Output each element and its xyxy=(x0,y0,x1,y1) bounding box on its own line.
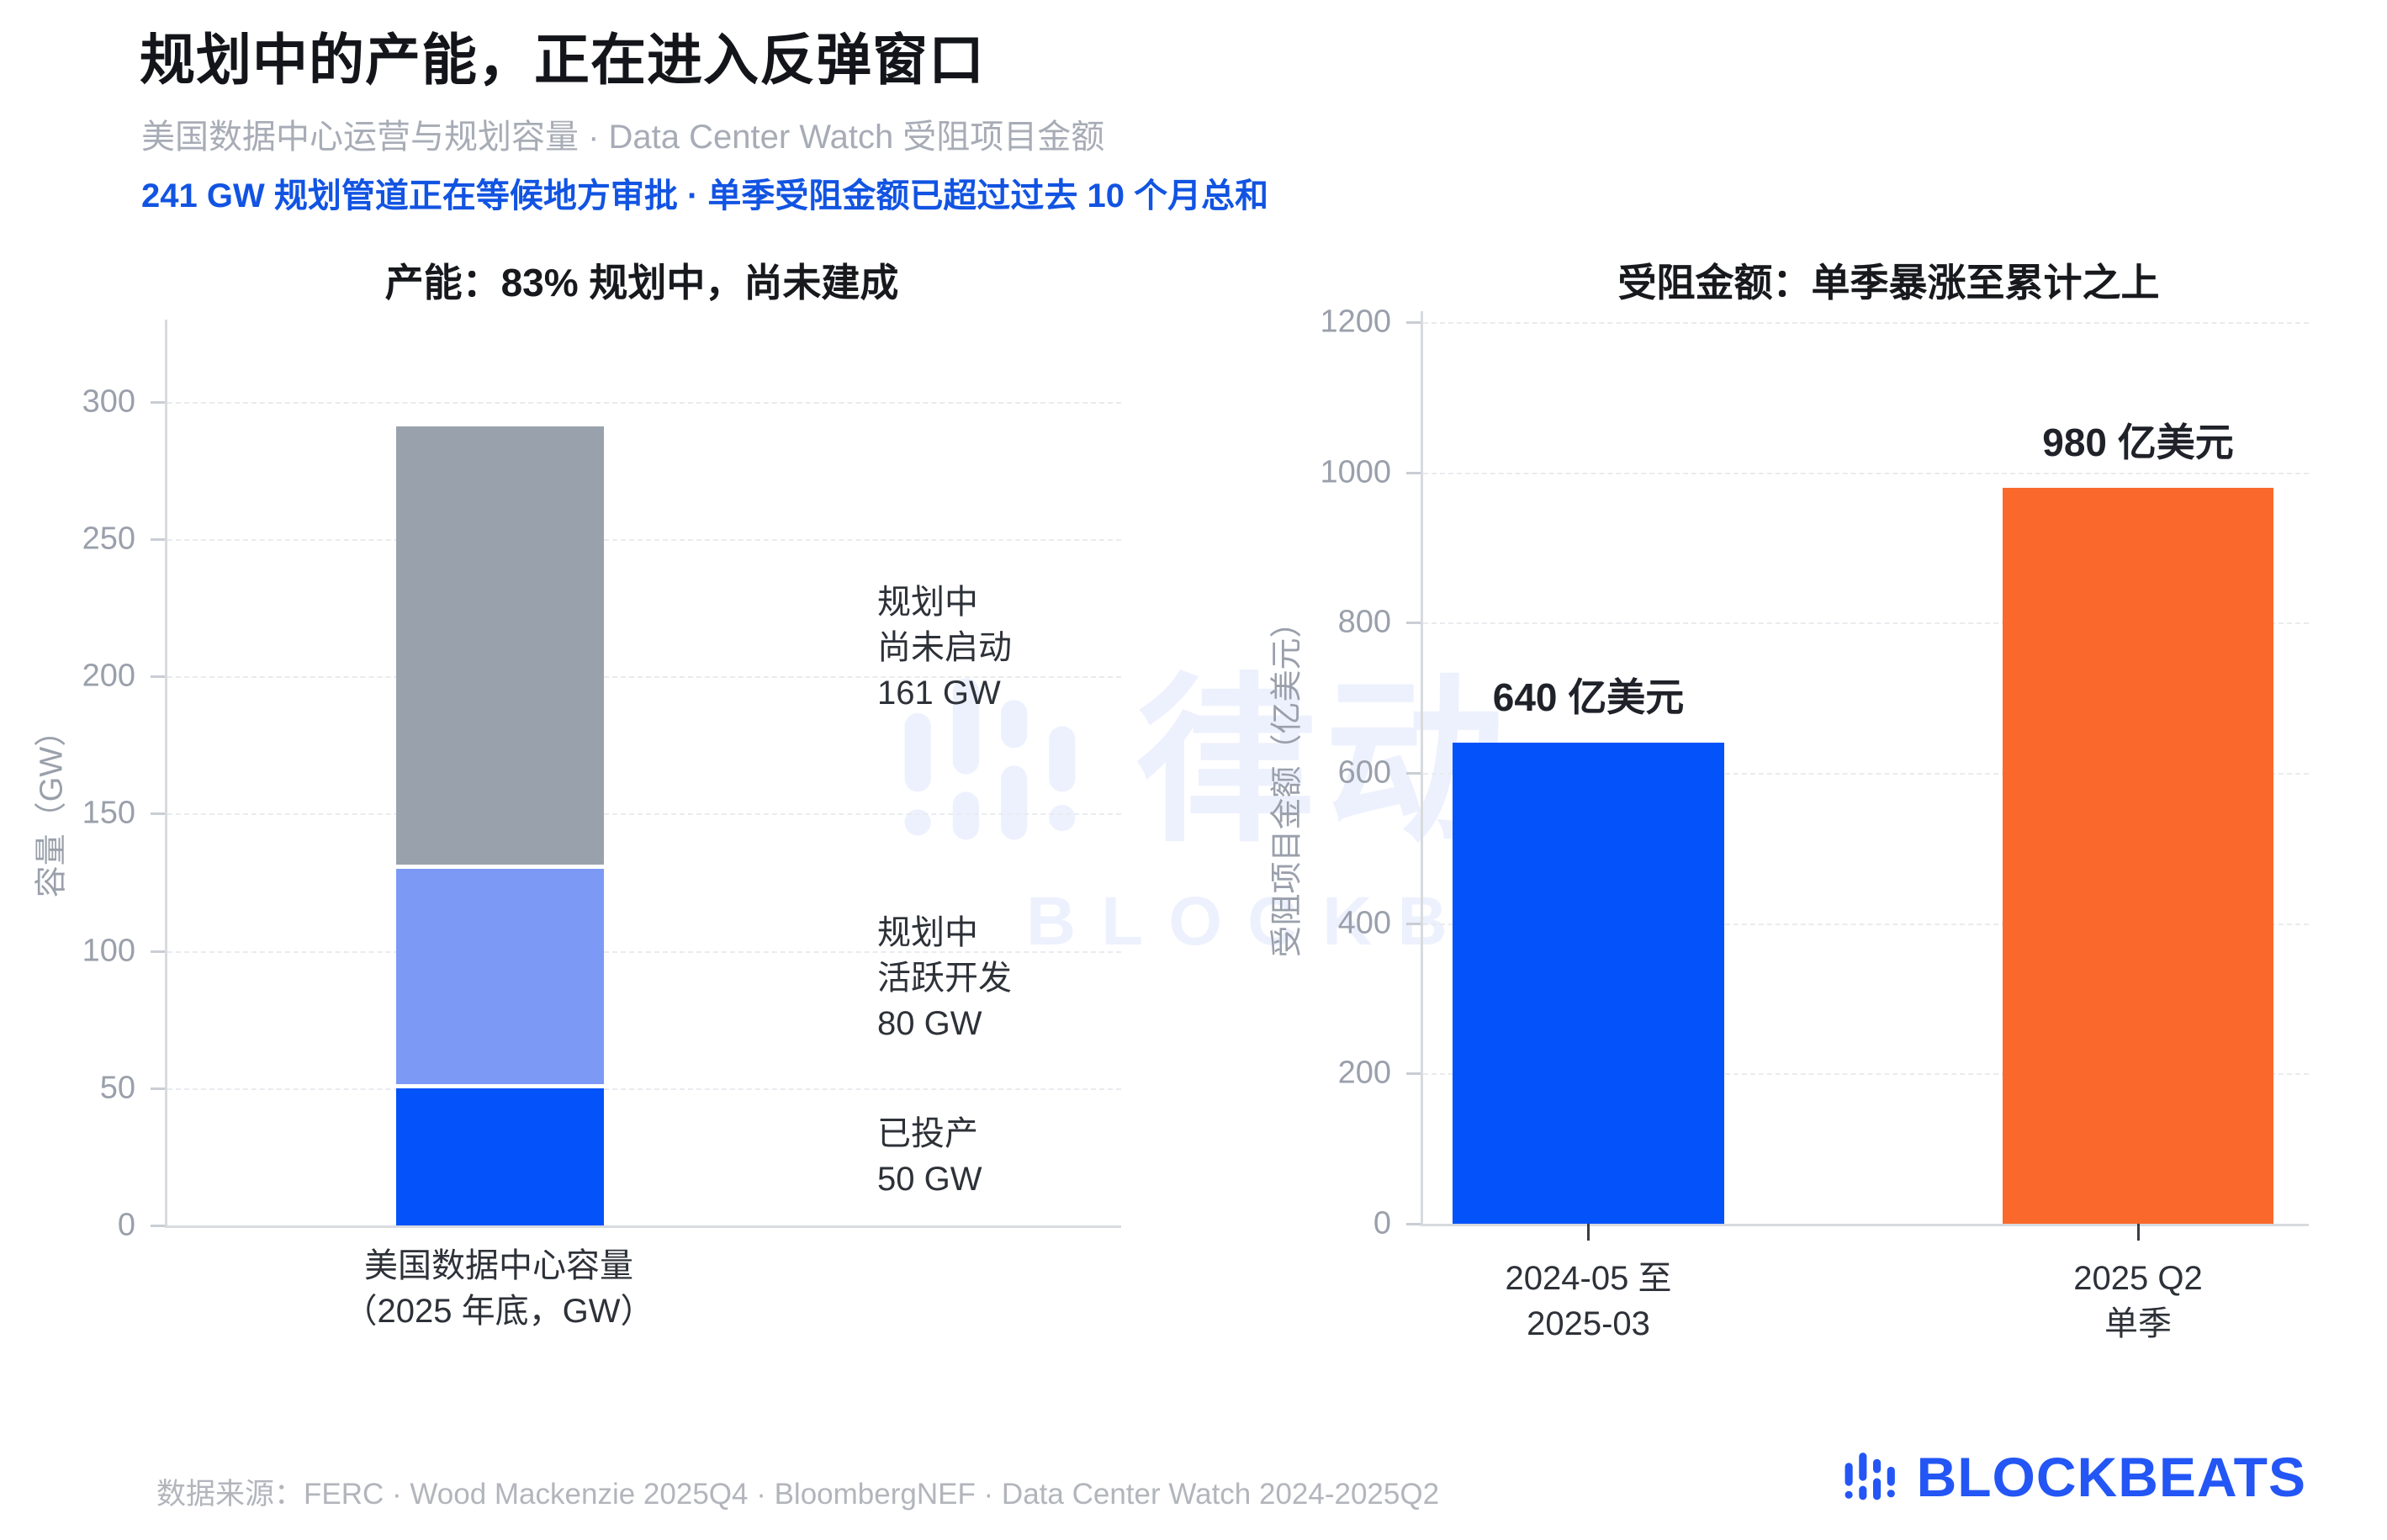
bar-segment-annotation-3: 规划中尚未启动 161 GW xyxy=(877,579,1012,716)
category-line: 2024-05 至 xyxy=(1505,1260,1672,1297)
gridline xyxy=(1423,472,2309,474)
y-axis-tick xyxy=(1406,772,1421,775)
bar-value-label-1: 640 亿美元 xyxy=(1492,675,1685,720)
y-axis-tick-label: 200 xyxy=(82,658,135,694)
gridline xyxy=(167,813,1121,816)
category-line: 单季 xyxy=(2104,1305,2172,1342)
y-axis-tick xyxy=(1406,922,1421,925)
y-axis-tick xyxy=(1406,321,1421,324)
page-subtitle: 美国数据中心运营与规划容量 · Data Center Watch 受阻项目金额 xyxy=(141,119,1105,156)
x-label-line-2: （2025 年底，GW） xyxy=(343,1293,654,1330)
left-chart-title: 产能：83% 规划中，尚未建成 xyxy=(384,261,899,304)
annotation-line: 已投产 xyxy=(877,1115,978,1153)
bar-segment-2 xyxy=(396,868,604,1084)
y-axis-tick-label: 600 xyxy=(1337,754,1391,791)
data-source-text: 数据来源：FERC · Wood Mackenzie 2025Q4 · Bloo… xyxy=(156,1478,1440,1511)
y-axis-tick-label: 800 xyxy=(1337,604,1391,640)
y-axis-tick xyxy=(151,400,165,404)
x-category-label-1: 2024-05 至 2025-03 xyxy=(1395,1256,1782,1347)
y-axis-tick-label: 0 xyxy=(117,1207,135,1243)
annotation-line: 尚未启动 xyxy=(877,629,1012,666)
y-axis-tick-label: 0 xyxy=(1373,1205,1391,1241)
category-line: 2025-03 xyxy=(1527,1305,1650,1342)
gridline xyxy=(167,539,1121,542)
blockbeats-bars-icon xyxy=(1844,1453,1895,1500)
bar-segment-annotation-1: 已投产 50 GW xyxy=(877,1111,982,1202)
left-chart-plot-area: 0 50 100 150 200 250 300 已投产 50 GW 规划中 活跃开发 80 GW 规划… xyxy=(82,320,1121,1243)
x-axis-tick xyxy=(2136,1224,2140,1241)
y-axis-tick-label: 300 xyxy=(82,384,135,420)
left-chart-x-category-label: 美国数据中心容量 （2025 年底，GW） xyxy=(326,1243,671,1334)
blockbeats-logo-text: BLOCKBEATS xyxy=(1916,1446,2306,1508)
y-axis-tick xyxy=(1406,471,1421,474)
y-axis-tick xyxy=(151,1225,165,1227)
gridline xyxy=(167,676,1121,679)
y-axis-tick xyxy=(1406,1223,1421,1225)
annotation-line: 规划中 xyxy=(877,584,978,621)
right-chart-plot-area: 0 200 400 600 800 1000 1200 640 亿美元 2024-05 至 202… xyxy=(1320,304,2309,1342)
gridline xyxy=(167,401,1121,404)
key-insight-text: 241 GW 规划管道正在等候地方审批 · 单季受阻金额已超过过去 10 个月总… xyxy=(141,177,1269,214)
y-axis-tick-label: 50 xyxy=(99,1070,135,1106)
gridline xyxy=(1423,322,2309,324)
x-axis-tick xyxy=(1587,1224,1590,1241)
page-title: 规划中的产能，正在进入反弹窗口 xyxy=(140,29,985,91)
x-category-label-2: 2025 Q2 单季 xyxy=(1945,1256,2331,1347)
gridline xyxy=(1423,622,2309,625)
y-axis-tick-label: 100 xyxy=(82,933,135,969)
bar-segment-annotation-2: 规划中活跃开发 80 GW xyxy=(877,910,1012,1046)
y-axis-tick xyxy=(1406,622,1421,625)
bar-segment-1 xyxy=(396,1088,604,1225)
y-axis-tick-label: 400 xyxy=(1337,905,1391,941)
value-bar-2 xyxy=(2003,487,2273,1224)
y-axis-tick-label: 250 xyxy=(82,521,135,557)
annotation-line: 161 GW xyxy=(877,675,1001,712)
annotation-line: 50 GW xyxy=(877,1161,982,1199)
gridline xyxy=(1423,1073,2309,1076)
bar-segment-3 xyxy=(396,426,604,865)
y-axis-tick xyxy=(151,1087,165,1090)
y-axis-tick xyxy=(1406,1072,1421,1076)
x-label-line-1: 美国数据中心容量 xyxy=(364,1247,633,1284)
annotation-line: 规划中 xyxy=(877,914,978,952)
y-axis-tick xyxy=(151,675,165,679)
annotation-line: 活跃开发 xyxy=(877,960,1012,998)
y-axis-tick-label: 1200 xyxy=(1320,304,1391,340)
annotation-line: 80 GW xyxy=(877,1005,982,1043)
y-axis-tick-label: 1000 xyxy=(1320,454,1391,490)
gridline xyxy=(167,1088,1121,1090)
value-bar-1 xyxy=(1453,743,1724,1224)
category-line: 2025 Q2 xyxy=(2073,1260,2203,1297)
y-axis-tick xyxy=(151,812,165,816)
bar-value-label-2: 980 亿美元 xyxy=(2042,420,2234,464)
gridline xyxy=(1423,923,2309,925)
y-axis-tick-label: 150 xyxy=(82,795,135,831)
y-axis-tick xyxy=(151,950,165,953)
y-axis-tick xyxy=(151,538,165,542)
gridline xyxy=(167,950,1121,953)
y-axis-tick-label: 200 xyxy=(1337,1055,1391,1091)
right-chart-title: 受阻金额：单季暴涨至累计之上 xyxy=(1617,261,2160,304)
blockbeats-logo: BLOCKBEATS xyxy=(1841,1445,2306,1509)
gridline xyxy=(1423,773,2309,775)
